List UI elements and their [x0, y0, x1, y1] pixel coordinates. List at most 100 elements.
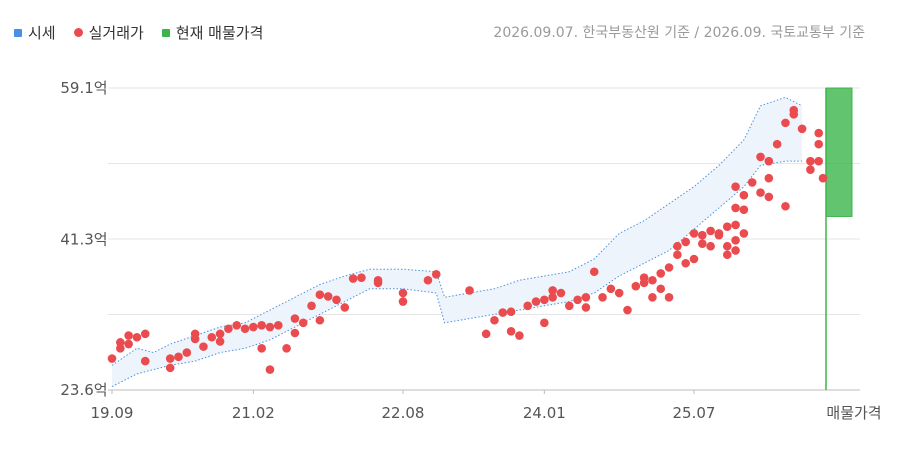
- trade-dot: [523, 301, 533, 311]
- trade-dot: [332, 295, 341, 305]
- trade-dot: [573, 295, 582, 305]
- trade-dot: [764, 192, 774, 202]
- trade-dot: [298, 318, 308, 328]
- trade-dot: [814, 156, 824, 166]
- x-tick-label: 21.02: [232, 404, 275, 422]
- trade-dot: [789, 105, 799, 115]
- trade-dot: [431, 270, 441, 279]
- x-tick-label: 19.09: [91, 404, 134, 422]
- axis-layer: 59.1억 41.3억 23.6억 19.09 21.02 22.08 24.01 25.07…: [60, 79, 881, 422]
- trade-dot: [731, 220, 740, 230]
- trade-dot: [124, 339, 133, 349]
- legend-swatch-listing: [161, 28, 170, 37]
- trade-dot: [598, 292, 607, 302]
- trade-dot: [689, 254, 699, 264]
- trade-dot: [656, 284, 666, 294]
- trade-dot: [648, 292, 657, 302]
- trade-dot: [340, 303, 350, 312]
- trade-dot: [714, 229, 724, 238]
- trade-dot: [764, 156, 774, 166]
- trade-dot: [540, 318, 549, 328]
- trade-dot: [107, 354, 117, 363]
- trade-dot: [140, 356, 150, 366]
- legend-label-listing: 현재 매물가격: [175, 24, 264, 42]
- trade-dot: [315, 315, 325, 325]
- estimate-band-layer: [111, 96, 803, 388]
- trade-dots-layer: [107, 105, 828, 374]
- legend-item-listing[interactable]: 현재 매물가격: [161, 22, 264, 43]
- trade-dot: [639, 273, 649, 283]
- trade-dot: [323, 292, 333, 301]
- trade-dot: [673, 241, 682, 251]
- trade-dot: [722, 241, 732, 251]
- trade-dot: [116, 338, 125, 347]
- x-tick-label: 24.01: [523, 404, 566, 422]
- source-note: 2026.09.07. 한국부동산원 기준 / 2026.09. 국토교통부 기…: [493, 25, 865, 41]
- trade-dot: [265, 365, 275, 374]
- legend-item-trade[interactable]: 실거래가: [73, 22, 144, 43]
- trade-dot: [756, 152, 765, 162]
- trade-dot: [215, 329, 225, 339]
- trade-dot: [116, 344, 125, 353]
- x-tick-label: 25.07: [673, 404, 716, 422]
- y-tick-label: 59.1억: [60, 79, 107, 97]
- trade-dot: [140, 329, 150, 339]
- trade-dot: [747, 178, 757, 187]
- trade-dot: [290, 328, 300, 338]
- trade-dot: [673, 250, 682, 260]
- trade-dot: [540, 295, 549, 305]
- trade-dot: [215, 337, 225, 346]
- trade-dot: [722, 250, 732, 260]
- trade-dot: [797, 124, 807, 134]
- trade-dot: [531, 297, 541, 306]
- trade-dot: [589, 267, 599, 277]
- trade-dot: [282, 344, 291, 353]
- trade-dot: [706, 226, 715, 236]
- trade-dot: [249, 322, 258, 332]
- trade-dot: [731, 182, 740, 191]
- trade-dot: [481, 329, 491, 339]
- legend-swatch-trade: [73, 28, 83, 37]
- trade-dot: [506, 307, 516, 317]
- trade-dot: [548, 286, 557, 295]
- trade-dot: [273, 321, 283, 330]
- trade-dot: [764, 173, 774, 183]
- trade-dot: [631, 281, 641, 291]
- trade-dot: [165, 354, 175, 363]
- trade-dot: [756, 188, 765, 197]
- trade-dot: [315, 290, 325, 300]
- trade-dot: [614, 288, 624, 298]
- trade-dot: [506, 327, 516, 336]
- trade-dot: [182, 348, 192, 357]
- trade-dot: [498, 308, 508, 317]
- legend-swatch-estimate: [14, 28, 22, 37]
- trade-dot: [739, 190, 749, 200]
- trade-dot: [731, 203, 740, 213]
- trade-dot: [781, 118, 790, 128]
- legend-label-estimate: 시세: [28, 24, 56, 42]
- trade-dot: [224, 324, 233, 334]
- trade-dot: [132, 332, 142, 342]
- trade-dot: [772, 139, 782, 149]
- trade-dot: [806, 165, 815, 174]
- trade-dot: [722, 222, 732, 231]
- listing-price-layer: [825, 87, 853, 390]
- trade-dot: [398, 297, 408, 306]
- trade-dot: [656, 269, 666, 278]
- trade-dot: [548, 292, 557, 302]
- trade-dot: [257, 344, 266, 353]
- legend-item-estimate[interactable]: 시세: [14, 22, 56, 43]
- trade-dot: [739, 205, 749, 214]
- trade-dot: [818, 173, 828, 183]
- trade-dot: [706, 241, 715, 251]
- trade-dot: [265, 322, 275, 332]
- trade-dot: [423, 275, 433, 285]
- trade-dot: [664, 263, 674, 272]
- trade-dot: [664, 292, 674, 302]
- trade-dot: [731, 246, 740, 255]
- trade-dot: [564, 301, 574, 311]
- trade-dot: [681, 237, 690, 247]
- trade-dot: [623, 305, 632, 315]
